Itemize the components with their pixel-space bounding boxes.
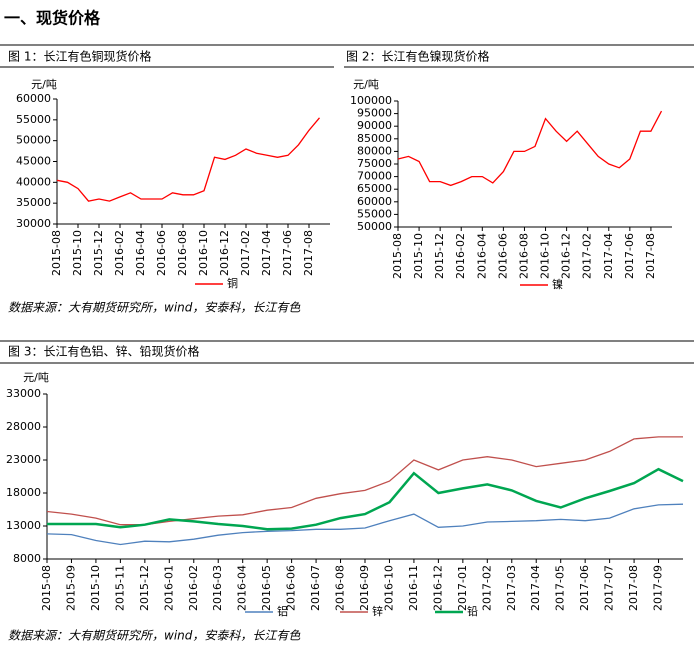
y-axis-label: 元/吨 — [353, 78, 379, 91]
x-tick-label: 2016-01 — [162, 565, 175, 611]
y-tick-label: 18000 — [6, 486, 41, 499]
x-tick-label: 2016-05 — [260, 565, 273, 611]
series-line — [46, 503, 684, 546]
x-tick-label: 2016-10 — [197, 230, 210, 276]
y-tick-label: 40000 — [16, 175, 51, 188]
x-tick-label: 2017-04 — [260, 230, 273, 276]
x-tick-label: 2016-03 — [211, 565, 224, 611]
y-tick-label: 60000 — [357, 195, 392, 208]
x-tick-label: 2015-12 — [433, 233, 446, 279]
x-tick-label: 2017-08 — [627, 565, 640, 611]
figure-caption: 图 2：长江有色镍现货价格 — [346, 49, 489, 64]
source-note: 数据来源：大有期货研究所，wind，安泰科，长江有色 — [8, 301, 301, 315]
series-line — [46, 436, 683, 526]
y-tick-label: 80000 — [357, 144, 392, 157]
y-tick-label: 30000 — [16, 217, 51, 230]
y-tick-label: 65000 — [357, 182, 392, 195]
x-tick-label: 2015-11 — [113, 565, 126, 611]
y-tick-label: 28000 — [6, 420, 41, 433]
y-axis-label: 元/吨 — [31, 78, 57, 91]
y-tick-label: 100000 — [350, 94, 392, 107]
x-tick-label: 2016-09 — [358, 565, 371, 611]
series-line — [47, 467, 684, 531]
series-line — [56, 117, 320, 202]
x-tick-label: 2016-12 — [431, 565, 444, 611]
x-tick-label: 2015-12 — [138, 565, 151, 611]
legend-label: 铅 — [467, 604, 478, 618]
x-tick-label: 2017-08 — [644, 233, 657, 279]
y-tick-label: 70000 — [357, 170, 392, 183]
x-tick-label: 2017-04 — [602, 233, 615, 279]
x-tick-label: 2017-05 — [554, 565, 567, 611]
x-tick-label: 2017-07 — [603, 565, 616, 611]
y-tick-label: 55000 — [16, 113, 51, 126]
x-tick-label: 2016-10 — [382, 565, 395, 611]
x-tick-label: 2016-06 — [285, 565, 298, 611]
y-tick-label: 60000 — [16, 92, 51, 105]
heading: 一、现货价格 — [4, 9, 101, 28]
x-tick-label: 2016-04 — [236, 565, 249, 611]
x-tick-label: 2015-10 — [412, 233, 425, 279]
x-tick-label: 2016-02 — [187, 565, 200, 611]
x-tick-label: 2016-02 — [454, 233, 467, 279]
y-tick-label: 8000 — [13, 552, 41, 565]
x-tick-label: 2017-02 — [239, 230, 252, 276]
x-tick-label: 2016-02 — [113, 230, 126, 276]
y-tick-label: 85000 — [357, 132, 392, 145]
x-tick-label: 2016-06 — [496, 233, 509, 279]
x-tick-label: 2017-03 — [505, 565, 518, 611]
x-tick-label: 2016-08 — [334, 565, 347, 611]
x-tick-label: 2017-04 — [529, 565, 542, 611]
x-tick-label: 2016-08 — [517, 233, 530, 279]
y-tick-label: 90000 — [357, 119, 392, 132]
series-line — [397, 110, 663, 187]
x-tick-label: 2017-06 — [623, 233, 636, 279]
x-tick-label: 2016-04 — [134, 230, 147, 276]
y-tick-label: 55000 — [357, 207, 392, 220]
x-tick-label: 2017-08 — [302, 230, 315, 276]
y-tick-label: 13000 — [6, 519, 41, 532]
y-tick-label: 75000 — [357, 157, 392, 170]
x-tick-label: 2016-08 — [176, 230, 189, 276]
x-tick-label: 2016-11 — [407, 565, 420, 611]
x-tick-label: 2016-10 — [539, 233, 552, 279]
y-tick-label: 95000 — [357, 107, 392, 120]
y-tick-label: 23000 — [6, 453, 41, 466]
x-tick-label: 2016-12 — [218, 230, 231, 276]
y-tick-label: 50000 — [16, 134, 51, 147]
legend-label: 铜 — [227, 276, 238, 290]
x-tick-label: 2017-06 — [578, 565, 591, 611]
figure-caption: 图 3：长江有色铝、锌、铅现货价格 — [8, 344, 199, 359]
legend-label: 镍 — [552, 277, 563, 291]
y-tick-label: 50000 — [357, 220, 392, 233]
x-tick-label: 2017-02 — [480, 565, 493, 611]
x-tick-label: 2016-04 — [475, 233, 488, 279]
x-tick-label: 2015-08 — [391, 233, 404, 279]
x-tick-label: 2016-12 — [560, 233, 573, 279]
x-tick-label: 2015-09 — [64, 565, 77, 611]
y-tick-label: 45000 — [16, 155, 51, 168]
x-tick-label: 2017-06 — [281, 230, 294, 276]
x-tick-label: 2017-02 — [581, 233, 594, 279]
x-tick-label: 2016-06 — [155, 230, 168, 276]
x-tick-label: 2015-10 — [71, 230, 84, 276]
x-tick-label: 2015-10 — [89, 565, 102, 611]
y-tick-label: 35000 — [16, 196, 51, 209]
source-note: 数据来源：大有期货研究所，wind，安泰科，长江有色 — [8, 629, 301, 643]
y-axis-label: 元/吨 — [23, 371, 49, 384]
legend-label: 铝 — [277, 604, 288, 618]
legend-label: 锌 — [372, 604, 383, 618]
x-tick-label: 2015-12 — [92, 230, 105, 276]
x-tick-label: 2017-01 — [456, 565, 469, 611]
x-tick-label: 2015-08 — [40, 565, 53, 611]
x-tick-label: 2017-09 — [652, 565, 665, 611]
x-tick-label: 2016-07 — [309, 565, 322, 611]
figure-caption: 图 1：长江有色铜现货价格 — [8, 49, 151, 64]
x-tick-label: 2015-08 — [50, 230, 63, 276]
y-tick-label: 33000 — [6, 387, 41, 400]
